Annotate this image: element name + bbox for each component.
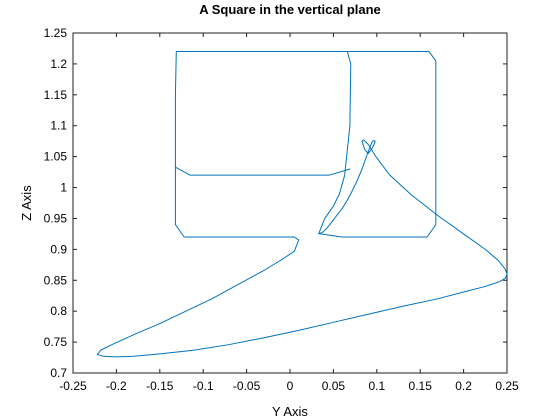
x-tick-label: -0.05 [233, 379, 261, 393]
x-tick-label: 0 [287, 379, 294, 393]
x-tick-label: 0.1 [368, 379, 385, 393]
plot-area: -0.25 -0.2 -0.15 -0.1 -0.05 0 0.05 0.1 0.15 0.2 0.… [44, 26, 519, 393]
series-layer [96, 51, 508, 358]
y-tick-label: 1.15 [44, 88, 68, 102]
y-tick-label: 1.1 [50, 119, 67, 133]
x-tick-label: 0.25 [495, 379, 519, 393]
series-line-1 [96, 51, 508, 358]
x-axis: -0.25 -0.2 -0.15 -0.1 -0.05 0 0.05 0.1 0.15 0.2 0.… [59, 33, 519, 393]
x-tick-label: -0.2 [106, 379, 127, 393]
y-tick-label: 1.2 [50, 57, 67, 71]
y-tick-label: 1 [60, 181, 67, 195]
y-axis: 0.7 0.75 0.8 0.85 0.9 0.95 1 1.05 1.1 1.15 1.2 1.25 [44, 26, 507, 380]
x-axis-label: Y Axis [272, 404, 308, 419]
y-tick-label: 1.05 [44, 150, 68, 164]
x-tick-label: 0.2 [455, 379, 472, 393]
x-tick-label: -0.25 [59, 379, 87, 393]
series-line-2 [319, 51, 437, 238]
y-tick-label: 1.25 [44, 26, 68, 40]
x-tick-label: 0.15 [409, 379, 433, 393]
y-tick-label: 0.75 [44, 335, 68, 349]
y-tick-label: 0.8 [50, 304, 67, 318]
y-tick-label: 0.95 [44, 211, 68, 225]
y-tick-label: 0.85 [44, 273, 68, 287]
x-tick-label: 0.05 [322, 379, 346, 393]
y-axis-label: Z Axis [19, 185, 34, 221]
series-line-3 [174, 166, 351, 176]
x-tick-label: -0.1 [193, 379, 214, 393]
x-tick-label: -0.15 [146, 379, 174, 393]
y-tick-label: 0.7 [50, 366, 67, 380]
y-tick-label: 0.9 [50, 242, 67, 256]
chart-title: A Square in the vertical plane [199, 2, 381, 17]
